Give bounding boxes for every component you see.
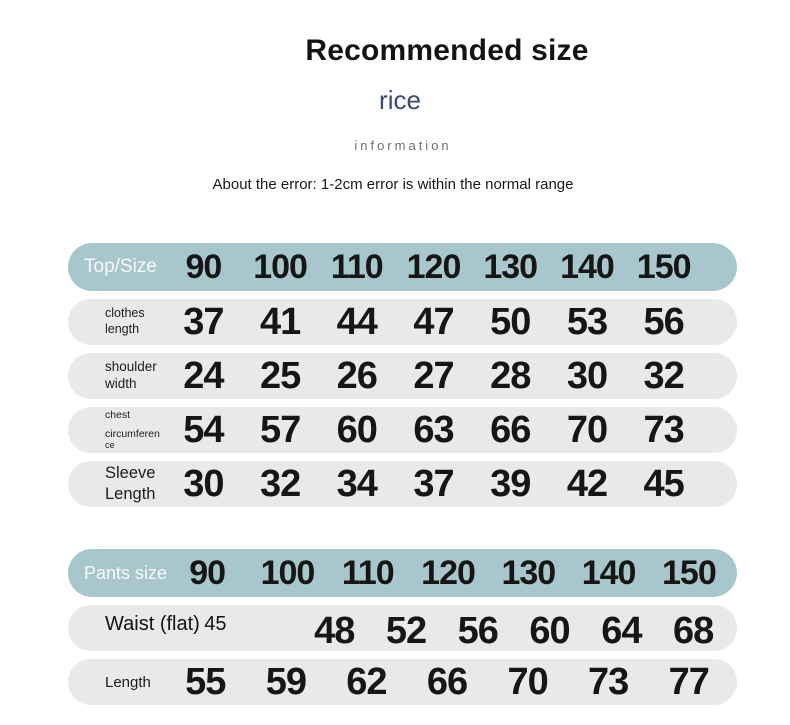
size-value-cell: 37 (183, 301, 224, 343)
size-value-cell: 41 (259, 301, 301, 343)
top-size-columns: 90 100 110 120 130 140 150 (165, 243, 702, 291)
size-value-cell: 66 (490, 409, 531, 451)
pants-size-columns: 90 100 110 120 130 140 150 (167, 549, 729, 597)
pants-size-table: Pants size 90 100 110 120 130 140 150 Wa… (68, 549, 737, 705)
size-value-cell: 62 (346, 661, 387, 703)
size-column-header: 120 (421, 554, 476, 592)
size-column-header: 150 (662, 554, 717, 592)
size-value-cell: 32 (643, 355, 685, 397)
row-label-pants-length: Length (68, 674, 165, 691)
size-value-cell: 68 (672, 610, 714, 652)
size-value-cell: 55 (185, 661, 226, 703)
waist-first-value: 45 (204, 612, 227, 635)
row-label-line: length (105, 322, 140, 336)
size-column-header: 100 (253, 248, 308, 286)
size-value-cell: 56 (643, 301, 685, 343)
row-label-line: Length (105, 485, 156, 503)
size-value-cell: 44 (336, 301, 378, 343)
size-value-cell: 56 (457, 610, 499, 652)
size-column-header: 90 (185, 248, 222, 286)
size-value-cell: 42 (566, 463, 608, 505)
table-row-chest-circumference: chest circumferen ce 54 57 60 63 66 70 7… (68, 407, 737, 453)
size-column-header: 140 (560, 248, 615, 286)
row-label-line: width (105, 376, 137, 391)
row-label-shoulder-width: shoulder width (68, 359, 165, 393)
row-label-chest-circumference: chest circumferen ce (68, 409, 165, 450)
size-column-header: 140 (581, 554, 637, 592)
row-label-line: shoulder (105, 359, 157, 375)
row-label-line: chest (105, 409, 131, 422)
size-value-cell: 32 (259, 463, 301, 505)
row-label: Length (105, 673, 151, 691)
size-value-cell: 54 (183, 409, 224, 451)
table-row-pants-length: Length 55 59 62 66 70 73 77 (68, 659, 737, 705)
size-value-cell: 60 (336, 409, 378, 451)
table-row-waist-flat: Waist (flat) 45 48 52 56 60 64 68 (68, 605, 737, 651)
row-label-waist-flat: Waist (flat) 45 (68, 613, 227, 636)
pants-table-header-row: Pants size 90 100 110 120 130 140 150 (68, 549, 737, 597)
row-label-line: circumferen (105, 428, 160, 441)
size-value-cell: 64 (601, 610, 642, 652)
row-label-line: clothes (105, 306, 145, 321)
size-value-cell: 26 (336, 355, 378, 397)
top-table-header-row: Top/Size 90 100 110 120 130 140 150 (68, 243, 737, 291)
row-label-line: Sleeve (105, 464, 156, 483)
size-value-cell: 50 (490, 301, 531, 343)
size-value-cell: 47 (413, 301, 454, 343)
size-value-cell: 37 (413, 463, 454, 505)
information-label: information (354, 138, 452, 153)
table-row-shoulder-width: shoulder width 24 25 26 27 28 30 32 (68, 353, 737, 399)
row-label-line: ce (105, 440, 115, 451)
size-value-cell: 70 (566, 409, 608, 451)
size-value-cell: 53 (566, 301, 608, 343)
row-label-sleeve-length: Sleeve Length (68, 463, 165, 504)
size-value-cell: 30 (566, 355, 608, 397)
size-value-cell: 27 (413, 355, 454, 397)
size-value-cell: 39 (490, 463, 531, 505)
size-value-cell: 57 (259, 409, 301, 451)
size-value-cell: 60 (529, 610, 570, 652)
size-column-header: 90 (189, 554, 226, 592)
row-label-clothes-length: clothes length (68, 306, 165, 337)
size-value-cell: 66 (426, 661, 468, 703)
size-value-cell: 63 (413, 409, 454, 451)
size-value-cell: 28 (490, 355, 531, 397)
size-column-header: 100 (260, 554, 316, 592)
size-column-header: 130 (501, 554, 556, 592)
top-size-table: Top/Size 90 100 110 120 130 140 150 clot… (68, 243, 737, 507)
top-size-header-label: Top/Size (84, 256, 157, 277)
size-column-header: 110 (330, 248, 384, 286)
size-column-header: 150 (636, 248, 692, 286)
error-tolerance-note: About the error: 1-2cm error is within t… (212, 176, 574, 193)
table-row-sleeve-length: Sleeve Length 30 32 34 37 39 42 45 (68, 461, 737, 507)
size-value-cell: 70 (507, 661, 548, 703)
top-table-header-label-cell: Top/Size (68, 256, 165, 278)
pants-size-header-label: Pants size (84, 562, 168, 583)
size-column-header: 110 (341, 554, 395, 592)
row-label: Waist (flat) (105, 612, 200, 635)
table-row-clothes-length: clothes length 37 41 44 47 50 53 56 (68, 299, 737, 345)
pants-table-header-label-cell: Pants size (68, 563, 167, 584)
page-title: Recommended size (305, 34, 589, 67)
size-column-header: 130 (483, 248, 538, 286)
size-value-cell: 25 (259, 355, 301, 397)
size-value-cell: 48 (314, 610, 355, 652)
subtitle-rice: rice (379, 85, 421, 115)
size-value-cell: 24 (183, 355, 224, 397)
size-value-cell: 73 (643, 409, 685, 451)
size-value-cell: 59 (265, 661, 307, 703)
size-value-cell: 45 (643, 463, 685, 505)
size-value-cell: 30 (183, 463, 224, 505)
size-value-cell: 34 (336, 463, 378, 505)
size-value-cell: 52 (385, 610, 427, 652)
size-value-cell: 77 (668, 661, 710, 703)
size-column-header: 120 (406, 248, 462, 286)
size-value-cell: 73 (588, 661, 629, 703)
